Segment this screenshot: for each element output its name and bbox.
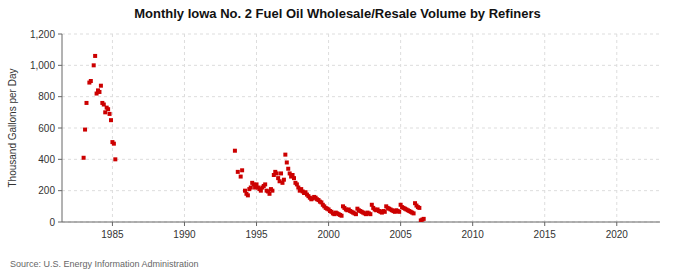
grid-line-y	[62, 159, 660, 160]
grid-line-y	[62, 190, 660, 191]
grid-line-x	[544, 34, 545, 222]
tick-y	[58, 190, 62, 191]
grid-line-y	[62, 96, 660, 97]
tick-x	[400, 222, 401, 226]
point	[270, 189, 274, 193]
point	[422, 217, 426, 221]
point	[275, 171, 279, 175]
point	[236, 170, 240, 174]
point	[279, 171, 283, 175]
point	[383, 210, 387, 214]
point	[92, 63, 96, 67]
tick-x	[328, 222, 329, 226]
tick-y	[58, 34, 62, 35]
grid-line-y	[62, 65, 660, 66]
tick-label-x: 2005	[390, 229, 413, 240]
body: {"chart_data": { "type": "scatter", "tit…	[0, 0, 675, 275]
tick-y	[58, 128, 62, 129]
grid-line-y	[62, 34, 660, 35]
page: Chart html, body { margin: 0; padding: 0…	[0, 0, 675, 275]
grid-line-x	[184, 34, 185, 222]
tick-label-y: 200	[38, 185, 55, 196]
tick-label-y: 800	[38, 91, 55, 102]
point	[93, 54, 97, 58]
point	[354, 212, 358, 216]
tick-x	[616, 222, 617, 226]
grid-line-x	[112, 34, 113, 222]
point	[83, 128, 87, 132]
tick-y	[58, 222, 62, 223]
tick-label-y: 0	[49, 217, 55, 228]
point	[82, 156, 86, 160]
tick-label-y: 400	[38, 154, 55, 165]
point	[108, 112, 112, 116]
title: Monthly Iowa No. 2 Fuel Oil Wholesale/Re…	[134, 6, 540, 21]
point	[239, 175, 243, 179]
point	[106, 107, 110, 111]
grid-line-x	[256, 34, 257, 222]
grid-line-y	[62, 128, 660, 129]
point	[240, 168, 244, 172]
y-axis-line	[62, 34, 63, 222]
tick-label-y: 1,000	[30, 60, 55, 71]
grid-line-y	[62, 222, 660, 223]
tick-label-y: 1,200	[30, 29, 55, 40]
tick-x	[544, 222, 545, 226]
tick-y	[58, 159, 62, 160]
point	[283, 153, 287, 157]
tick-x	[256, 222, 257, 226]
point	[286, 167, 290, 171]
tick-label-y: 600	[38, 123, 55, 134]
point	[97, 90, 101, 94]
tick-label-x: 2010	[462, 229, 485, 240]
axes: 0 200 400 600 800 1,000 1,200 1985 1990 1995 2000 2…	[30, 29, 660, 241]
tick-label-x: 2020	[606, 229, 629, 240]
point	[397, 210, 401, 214]
grid	[62, 34, 660, 222]
chart: 0 200 400 600 800 1,000 1,200 1985 1990 1995 2000 2…	[0, 0, 675, 275]
point	[417, 206, 421, 210]
point	[246, 193, 250, 197]
source: Source: U.S. Energy Information Administ…	[10, 259, 199, 269]
grid-line-x	[400, 34, 401, 222]
tick-x	[112, 222, 113, 226]
point	[99, 84, 103, 88]
point	[233, 149, 237, 153]
point	[109, 118, 113, 122]
tick-label-x: 2000	[317, 229, 340, 240]
point	[340, 214, 344, 218]
x-axis-line	[62, 222, 660, 223]
points	[82, 54, 426, 222]
tick-label-x: 1995	[245, 229, 268, 240]
tick-label-x: 1985	[101, 229, 124, 240]
grid-line-x	[328, 34, 329, 222]
point	[368, 212, 372, 216]
point	[113, 157, 117, 161]
tick-x	[184, 222, 185, 226]
point	[285, 160, 289, 164]
tick-y	[58, 96, 62, 97]
point	[89, 79, 93, 83]
point	[282, 178, 286, 182]
tick-label-x: 1990	[173, 229, 196, 240]
y-axis-label: Thousand Gallons per Day	[7, 69, 18, 188]
point	[263, 182, 267, 186]
grid-line-x	[616, 34, 617, 222]
grid-line-x	[472, 34, 473, 222]
tick-x	[472, 222, 473, 226]
point	[412, 211, 416, 215]
point	[112, 142, 116, 146]
point	[84, 101, 88, 105]
point	[292, 176, 296, 180]
tick-y	[58, 65, 62, 66]
tick-label-x: 2015	[534, 229, 557, 240]
